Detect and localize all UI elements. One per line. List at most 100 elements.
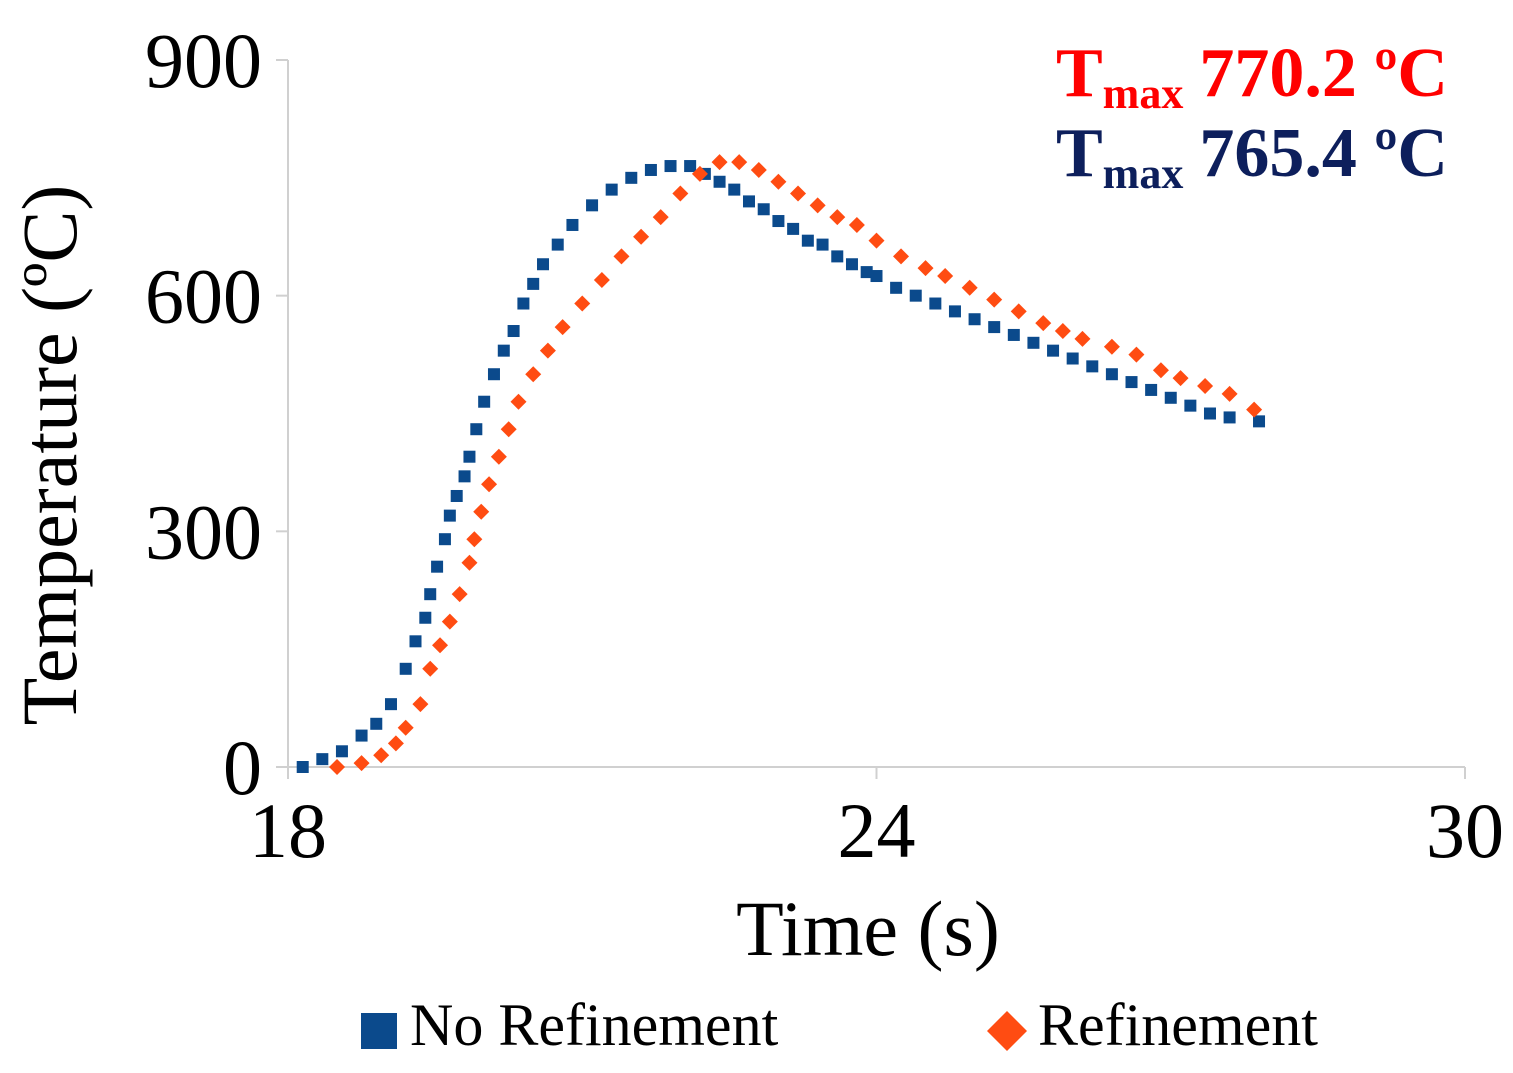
data-point xyxy=(613,248,630,265)
data-point xyxy=(481,476,498,493)
data-point xyxy=(988,321,1001,334)
data-point xyxy=(551,238,564,251)
data-point xyxy=(909,289,922,302)
data-point xyxy=(1027,336,1040,349)
data-point xyxy=(586,199,599,212)
data-point xyxy=(1128,346,1145,363)
data-point xyxy=(370,717,383,730)
data-point xyxy=(441,613,458,630)
series-layer xyxy=(296,154,1266,775)
data-point xyxy=(816,238,829,251)
data-point xyxy=(605,183,618,196)
data-point xyxy=(1086,360,1099,373)
data-point xyxy=(870,270,883,283)
data-point xyxy=(527,277,540,290)
data-point xyxy=(487,368,500,381)
data-point xyxy=(652,209,669,226)
data-point xyxy=(801,234,814,247)
data-point xyxy=(1007,328,1020,341)
data-point xyxy=(1035,315,1052,332)
data-point xyxy=(451,586,468,603)
data-point xyxy=(1145,383,1158,396)
data-point xyxy=(399,662,412,675)
data-point xyxy=(507,325,520,338)
data-point xyxy=(432,637,449,654)
legend-label-refinement: Refinement xyxy=(1038,992,1318,1058)
data-point xyxy=(490,448,507,465)
legend-label-no-refinement: No Refinement xyxy=(410,992,779,1058)
data-point xyxy=(728,183,741,196)
data-point xyxy=(757,203,770,216)
annotation-red-subscript: max xyxy=(1103,69,1184,118)
data-point xyxy=(316,753,329,766)
data-point xyxy=(355,729,368,742)
data-point xyxy=(387,735,404,752)
y-axis-title: Temperature (ºC) xyxy=(6,185,93,726)
data-point xyxy=(384,698,397,711)
data-point xyxy=(473,503,490,520)
annotation-blue: Tmax 765.4 ºC xyxy=(1056,115,1448,198)
data-point xyxy=(500,421,517,438)
data-point xyxy=(711,154,728,171)
data-point xyxy=(409,635,422,648)
data-point xyxy=(566,218,579,231)
data-point xyxy=(373,747,390,764)
data-point xyxy=(1125,376,1138,389)
data-point xyxy=(397,719,414,736)
data-point xyxy=(574,295,591,312)
data-point xyxy=(1246,401,1263,418)
data-point xyxy=(422,660,439,677)
data-point xyxy=(554,319,571,336)
series-no-refinement xyxy=(296,160,1266,773)
data-point xyxy=(1105,368,1118,381)
legend-marker-refinement xyxy=(987,1011,1027,1051)
data-point xyxy=(470,423,483,436)
data-point xyxy=(539,342,556,359)
data-point xyxy=(893,248,910,265)
legend-marker-no-refinement xyxy=(361,1013,397,1049)
data-point xyxy=(787,222,800,235)
data-point xyxy=(1172,370,1189,387)
data-point xyxy=(829,209,846,226)
data-point xyxy=(1223,411,1236,424)
data-point xyxy=(917,260,934,277)
annotations: Tmax 770.2 ºC Tmax 765.4 ºC xyxy=(1056,35,1448,198)
annotation-red-value: 770.2 ºC xyxy=(1199,35,1448,112)
data-point xyxy=(438,533,451,546)
data-point xyxy=(831,250,844,263)
data-point xyxy=(750,161,767,178)
data-point xyxy=(463,450,476,463)
data-point xyxy=(517,297,530,310)
data-point xyxy=(860,266,873,279)
data-point xyxy=(537,258,550,271)
data-point xyxy=(742,195,755,208)
data-point xyxy=(772,215,785,228)
y-tick-label: 0 xyxy=(223,724,262,811)
data-point xyxy=(431,560,444,573)
data-point xyxy=(335,745,348,758)
data-point xyxy=(450,489,463,502)
y-tick-label: 600 xyxy=(145,253,262,340)
data-point xyxy=(1164,391,1177,404)
data-point xyxy=(848,216,865,233)
data-point xyxy=(986,291,1003,308)
data-point xyxy=(890,281,903,294)
data-point xyxy=(1197,378,1214,395)
data-point xyxy=(713,175,726,188)
data-point xyxy=(664,160,677,173)
data-point xyxy=(691,165,708,182)
y-tick-label: 900 xyxy=(145,17,262,104)
data-point xyxy=(353,755,370,772)
data-point xyxy=(937,268,954,285)
data-point xyxy=(845,258,858,271)
annotation-blue-value: 765.4 ºC xyxy=(1199,115,1448,192)
data-point xyxy=(1184,399,1197,412)
data-point xyxy=(1010,303,1027,320)
data-point xyxy=(424,588,437,601)
data-point xyxy=(1152,362,1169,379)
data-point xyxy=(497,344,510,357)
data-point xyxy=(1054,323,1071,340)
x-tick-label: 18 xyxy=(249,787,327,874)
data-point xyxy=(1203,407,1216,420)
